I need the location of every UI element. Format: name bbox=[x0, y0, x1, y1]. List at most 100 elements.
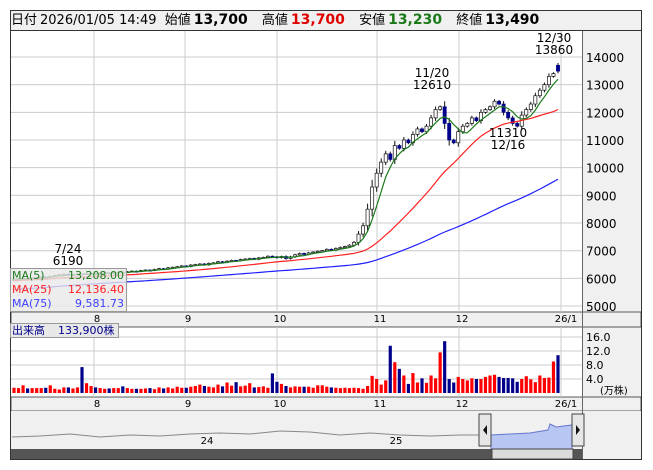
annotation-price: 11310 bbox=[489, 126, 527, 140]
volume-bar bbox=[21, 385, 25, 393]
volume-bar bbox=[30, 388, 34, 393]
x-tick-label: 11 bbox=[374, 314, 387, 325]
range-navigator[interactable]: 24 25 bbox=[11, 413, 585, 460]
volume-bar bbox=[298, 386, 302, 393]
candle-body bbox=[442, 106, 447, 124]
volume-x-tick-label: 11 bbox=[374, 399, 387, 410]
candle-body bbox=[379, 161, 384, 174]
volume-bar bbox=[66, 387, 70, 393]
volume-x-tick-label: 10 bbox=[274, 399, 287, 410]
annotation-price: 13860 bbox=[535, 43, 573, 57]
navigator-right-handle[interactable] bbox=[571, 413, 585, 447]
volume-bar bbox=[293, 386, 297, 393]
candle-body bbox=[497, 100, 502, 105]
price-tick-label: 14000 bbox=[586, 51, 624, 65]
volume-bar bbox=[230, 385, 234, 393]
price-tick-label: 13000 bbox=[586, 79, 624, 93]
volume-bar bbox=[220, 386, 225, 393]
volume-bar bbox=[184, 387, 188, 393]
volume-bar bbox=[438, 352, 442, 393]
volume-bar bbox=[239, 386, 243, 393]
volume-bar bbox=[556, 355, 560, 393]
volume-bar bbox=[12, 387, 16, 393]
candle-body bbox=[492, 100, 497, 108]
volume-bar bbox=[429, 375, 433, 393]
volume-bar bbox=[361, 388, 365, 393]
volume-bar bbox=[470, 378, 474, 393]
volume-bar bbox=[53, 388, 57, 393]
volume-bar bbox=[16, 388, 21, 393]
candle-body bbox=[501, 103, 506, 113]
annotation-price: 12610 bbox=[413, 78, 451, 92]
volume-bar bbox=[103, 388, 107, 393]
volume-bar bbox=[406, 383, 410, 393]
candle-body bbox=[510, 117, 515, 124]
volume-bar bbox=[207, 386, 211, 393]
volume-bar bbox=[98, 388, 102, 393]
volume-bar bbox=[347, 388, 352, 393]
volume-bar bbox=[125, 388, 129, 393]
volume-bar bbox=[325, 386, 329, 393]
volume-bar bbox=[502, 377, 506, 393]
volume-unit-label: (万株) bbox=[600, 384, 628, 397]
open-value: 13,700 bbox=[193, 12, 248, 28]
volume-bar bbox=[529, 379, 533, 393]
low-label: 安値 bbox=[359, 13, 386, 28]
candle-body bbox=[420, 128, 424, 133]
volume-bar bbox=[393, 362, 397, 393]
low-value: 13,230 bbox=[388, 12, 443, 28]
volume-bar bbox=[520, 379, 524, 393]
volume-bar bbox=[121, 386, 125, 393]
volume-bar bbox=[157, 387, 161, 393]
annotation-date: 12/16 bbox=[491, 138, 526, 152]
volume-bar bbox=[84, 383, 89, 393]
volume-bar bbox=[252, 387, 256, 393]
candle-body bbox=[433, 109, 438, 119]
volume-bar bbox=[89, 386, 93, 393]
volume-bar bbox=[320, 385, 324, 393]
volume-bar bbox=[243, 385, 247, 393]
candle-body bbox=[451, 139, 456, 144]
volume-bar bbox=[270, 373, 274, 393]
volume-bar bbox=[384, 380, 388, 393]
candle-body bbox=[551, 73, 556, 77]
candle-body bbox=[397, 145, 402, 149]
volume-bar bbox=[479, 379, 483, 393]
volume-bar bbox=[139, 388, 143, 393]
volume-bar bbox=[420, 378, 424, 393]
volume-bar bbox=[356, 388, 361, 393]
volume-bar bbox=[551, 361, 556, 393]
volume-bar bbox=[542, 377, 546, 393]
x-tick-label: 12 bbox=[456, 314, 469, 325]
volume-legend: 出来高 133,900株 bbox=[10, 323, 119, 338]
candle-body bbox=[365, 208, 370, 227]
candle-body bbox=[533, 95, 538, 105]
volume-bar bbox=[266, 387, 270, 393]
candle-body bbox=[483, 109, 488, 113]
open-label: 始値 bbox=[164, 13, 191, 28]
volume-bar bbox=[443, 341, 447, 393]
volume-bar bbox=[329, 387, 333, 393]
volume-bar bbox=[533, 382, 537, 393]
volume-bar bbox=[80, 367, 84, 393]
volume-x-tick-label: 26/1 bbox=[555, 399, 577, 410]
volume-bar bbox=[366, 386, 370, 393]
ma25-label: MA(25) bbox=[12, 283, 52, 296]
volume-bar bbox=[39, 388, 43, 393]
volume-bar bbox=[134, 388, 138, 393]
volume-bar bbox=[497, 376, 501, 393]
volume-bar bbox=[307, 386, 311, 393]
volume-bar bbox=[62, 387, 66, 393]
volume-bar bbox=[71, 388, 75, 393]
navigator-scrollbar-track[interactable] bbox=[11, 449, 582, 459]
volume-bar bbox=[180, 387, 184, 393]
volume-bar bbox=[26, 388, 30, 393]
x-tick-label: 8 bbox=[94, 314, 100, 325]
navigator-scrollbar-thumb[interactable] bbox=[491, 448, 574, 460]
candle-body bbox=[297, 253, 302, 256]
navigator-left-handle[interactable] bbox=[478, 413, 492, 447]
x-tick-label: 10 bbox=[274, 314, 287, 325]
price-tick-label: 5000 bbox=[586, 300, 617, 314]
navigator-label-24: 24 bbox=[201, 436, 214, 447]
